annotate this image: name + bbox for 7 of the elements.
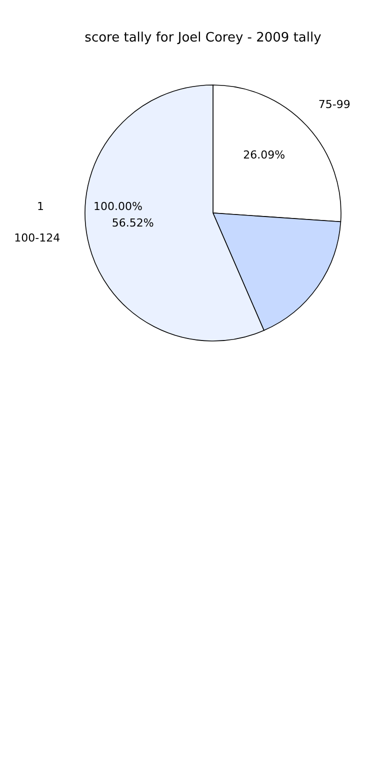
text: 1 — [37, 200, 44, 214]
slice-label: 75-99 — [318, 98, 350, 111]
data-label: 26.09% — [243, 148, 286, 162]
text: 100.00% — [94, 200, 142, 214]
data-label: 56.52% — [112, 216, 154, 230]
chart-title: score tally for Joel Corey - 2009 tally — [84, 30, 322, 46]
slice-label: 100-124 — [14, 232, 60, 245]
